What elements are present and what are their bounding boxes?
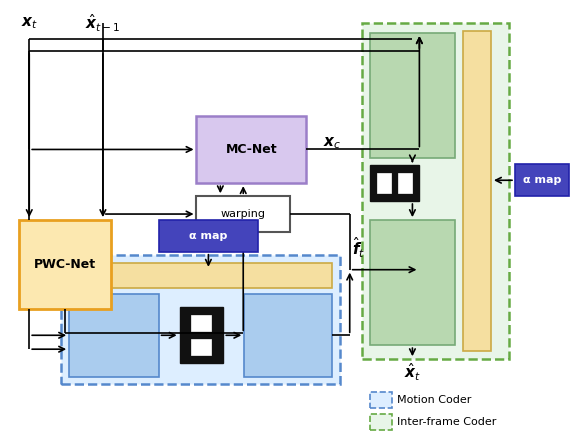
Bar — [197, 196, 290, 232]
Bar — [69, 263, 332, 288]
Bar — [197, 116, 306, 183]
Bar — [61, 255, 340, 384]
Bar — [244, 293, 332, 377]
Text: $\hat{\boldsymbol{x}}_{t-1}$: $\hat{\boldsymbol{x}}_{t-1}$ — [85, 12, 120, 34]
Text: warping: warping — [221, 209, 266, 219]
Text: $\boldsymbol{x}_c$: $\boldsymbol{x}_c$ — [323, 136, 341, 151]
Bar — [370, 392, 392, 408]
Text: Inter-frame Coder: Inter-frame Coder — [398, 417, 497, 427]
Bar — [370, 220, 455, 345]
Text: $\boldsymbol{x}_t$: $\boldsymbol{x}_t$ — [21, 15, 38, 31]
Text: $\hat{\boldsymbol{f}}_t$: $\hat{\boldsymbol{f}}_t$ — [352, 236, 365, 260]
Bar — [19, 220, 111, 309]
Bar — [69, 293, 159, 377]
Text: PWC-Net: PWC-Net — [34, 258, 96, 271]
Text: α map: α map — [189, 231, 228, 241]
Bar — [179, 308, 223, 363]
Bar — [159, 220, 258, 252]
Bar — [399, 173, 413, 193]
Text: Motion Coder: Motion Coder — [398, 395, 472, 405]
Bar — [370, 165, 420, 201]
Text: MC-Net: MC-Net — [225, 143, 277, 156]
Text: $\hat{\boldsymbol{x}}_t$: $\hat{\boldsymbol{x}}_t$ — [404, 361, 421, 383]
Bar — [361, 23, 509, 359]
Bar — [191, 316, 211, 332]
Bar — [463, 31, 491, 351]
Text: α map: α map — [523, 175, 561, 185]
Bar — [191, 339, 211, 355]
Bar — [515, 164, 569, 196]
Bar — [370, 414, 392, 430]
Bar — [377, 173, 391, 193]
Bar — [370, 33, 455, 158]
